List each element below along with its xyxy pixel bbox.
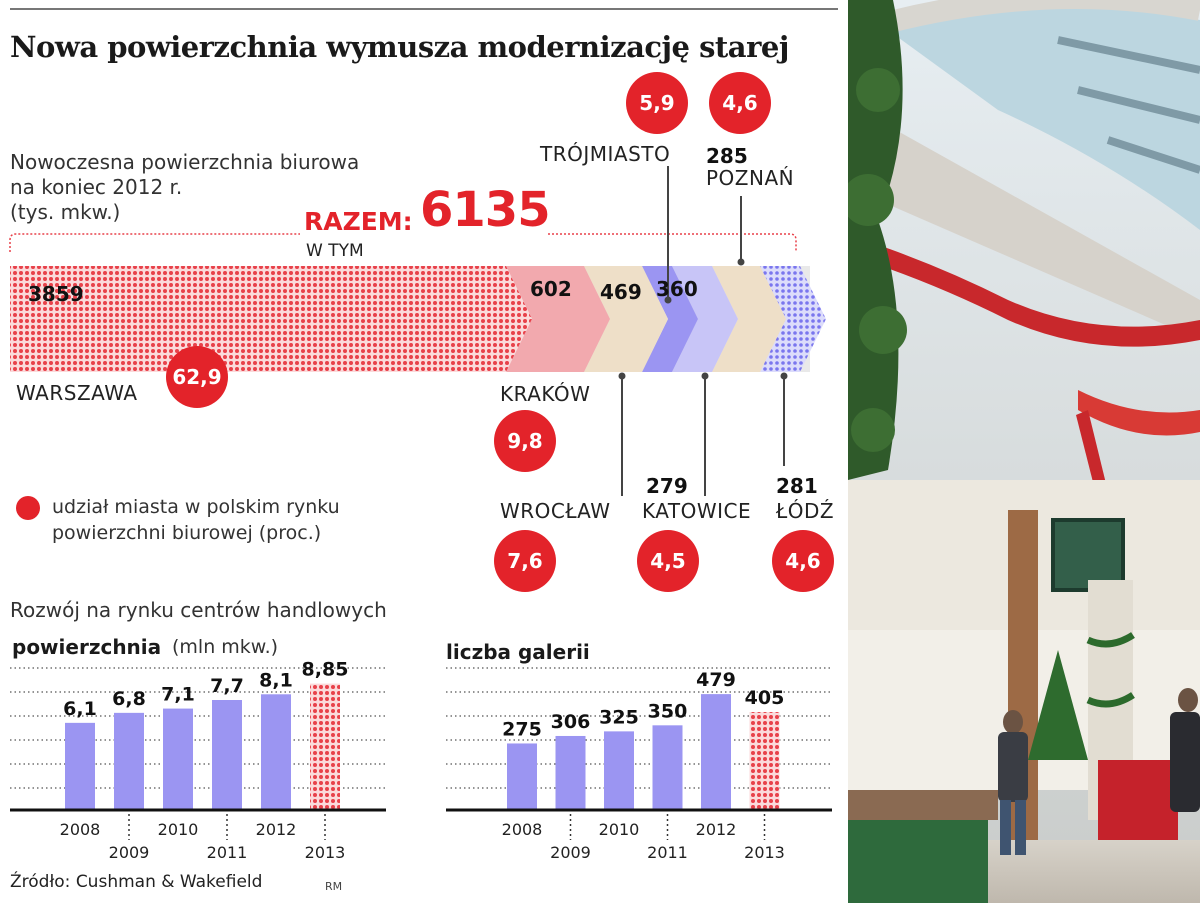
- bar-2008: [65, 722, 95, 810]
- leader-dot-katowice: [701, 372, 709, 380]
- page-title: Nowa powierzchnia wymusza modernizację s…: [10, 30, 789, 64]
- x-tick-label: 2008: [502, 820, 543, 839]
- value-wroclaw: 469: [600, 280, 642, 304]
- chart1-unit: (mln mkw.): [172, 636, 279, 658]
- source-note: Źródło: Cushman & Wakefield: [10, 872, 263, 892]
- x-tick-label: 2010: [158, 820, 199, 839]
- value-poznan: 285: [706, 144, 748, 168]
- value-trojmiasto: 360: [656, 277, 698, 301]
- infographic-panel: 6,1 2008 6,8 2009 7,1 2010 7,7 2011 8,1 2012 8,85 2…: [9, 8, 838, 893]
- chart2-title: liczba galerii: [446, 640, 590, 664]
- chart-liczba-galerii: 275 2008 306 2009 325 2010 350 2011 479 2012 405 20…: [446, 667, 832, 862]
- bar-2013: [310, 683, 340, 810]
- total-bracket: [9, 233, 797, 252]
- segment-warszawa: [10, 266, 532, 372]
- x-tick-label: 2013: [305, 843, 346, 862]
- bar-2010: [163, 708, 193, 810]
- bar-value-label: 7,1: [161, 684, 195, 706]
- bar-value-label: 479: [696, 669, 736, 691]
- infographic-graphics: 6,1 2008 6,8 2009 7,1 2010 7,7 2011 8,1 2012 8,85 2…: [9, 166, 832, 862]
- bar-value-label: 6,8: [112, 688, 146, 710]
- subtitle-line2: na koniec 2012 r.: [10, 175, 183, 199]
- share-trojmiasto: 5,9: [626, 72, 688, 134]
- legend-line1: udział miasta w polskim rynku: [52, 496, 340, 518]
- bar-2009: [555, 735, 586, 810]
- leader-dot-lodz: [780, 372, 788, 380]
- share-krakow: 9,8: [494, 410, 556, 472]
- top-rule: [10, 8, 838, 10]
- segment-trojmiasto: [672, 266, 738, 372]
- label-wroclaw: WROCŁAW: [500, 499, 611, 523]
- credit-rm: RM: [325, 880, 343, 893]
- x-tick-label: 2008: [60, 820, 101, 839]
- label-warszawa: WARSZAWA: [16, 381, 138, 405]
- section2-title: Rozwój na rynku centrów handlowych: [10, 598, 387, 622]
- bar-2011: [212, 700, 242, 810]
- label-krakow: KRAKÓW: [500, 382, 591, 406]
- bar-2013: [749, 712, 780, 810]
- bar-2008: [507, 743, 537, 810]
- segment-krakow: [506, 266, 610, 372]
- value-warszawa: 3859: [28, 282, 84, 306]
- bar-value-label: 306: [551, 711, 591, 733]
- subtitle-line1: Nowoczesna powierzchnia biurowa: [10, 150, 360, 174]
- bar-value-label: 8,1: [259, 669, 293, 691]
- legend-red-dot: [16, 496, 40, 520]
- bar-2010: [604, 731, 634, 810]
- leader-dot-wroclaw: [618, 372, 626, 380]
- chart-powierzchnia: 6,1 2008 6,8 2009 7,1 2010 7,7 2011 8,1 2012 8,85 2…: [10, 659, 386, 862]
- share-warszawa: 62,9: [166, 346, 228, 408]
- total-value: 6135: [420, 182, 551, 238]
- chart1-title: powierzchnia: [12, 635, 162, 659]
- segment-lodz: [760, 266, 826, 372]
- segment-poznan: [712, 266, 786, 372]
- bar-2009: [114, 712, 144, 810]
- share-katowice: 4,5: [637, 530, 699, 592]
- value-lodz: 281: [776, 474, 818, 498]
- bar-value-label: 6,1: [63, 698, 97, 720]
- bar-value-label: 275: [502, 718, 542, 740]
- legend-line2: powierzchni biurowej (proc.): [52, 522, 322, 544]
- bar-2012: [261, 694, 291, 810]
- bar-value-label: 405: [745, 687, 785, 709]
- total-sublabel: W TYM: [306, 241, 364, 261]
- label-trojmiasto: TRÓJMIASTO: [540, 142, 671, 166]
- x-tick-label: 2010: [599, 820, 640, 839]
- mall-interior-photo: [848, 0, 1200, 903]
- x-tick-label: 2012: [696, 820, 737, 839]
- label-poznan: POZNAŃ: [706, 166, 795, 190]
- value-katowice: 279: [646, 474, 688, 498]
- mall-photo-illustration: [848, 0, 1200, 903]
- subtitle-line3: (tys. mkw.): [10, 200, 121, 224]
- bar-value-label: 7,7: [210, 675, 244, 697]
- leader-dot-poznan: [737, 258, 745, 266]
- x-tick-label: 2009: [550, 843, 591, 862]
- value-krakow: 602: [530, 277, 572, 301]
- bar-value-label: 8,85: [302, 659, 349, 681]
- x-tick-label: 2011: [647, 843, 688, 862]
- share-wroclaw: 7,6: [494, 530, 556, 592]
- total-label: RAZEM:: [304, 207, 413, 236]
- bar-2011: [652, 725, 683, 810]
- x-tick-label: 2011: [207, 843, 248, 862]
- x-tick-label: 2012: [256, 820, 297, 839]
- bar-2012: [701, 694, 731, 810]
- label-lodz: ŁÓDŹ: [776, 499, 835, 523]
- x-tick-label: 2013: [744, 843, 785, 862]
- share-lodz: 4,6: [772, 530, 834, 592]
- bar-value-label: 325: [599, 706, 639, 728]
- share-poznan: 4,6: [709, 72, 771, 134]
- leader-dot-trojmiasto: [664, 296, 672, 304]
- x-tick-label: 2009: [109, 843, 150, 862]
- bar-value-label: 350: [648, 700, 688, 722]
- label-katowice: KATOWICE: [642, 499, 752, 523]
- segment-wroclaw: [584, 266, 668, 372]
- segment-katowice: [642, 266, 698, 372]
